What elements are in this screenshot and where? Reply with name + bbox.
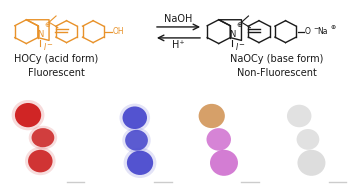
Ellipse shape bbox=[210, 150, 238, 176]
Text: ⊕: ⊕ bbox=[330, 25, 335, 30]
Text: NaOH: NaOH bbox=[164, 14, 193, 24]
Text: −: − bbox=[313, 25, 319, 30]
Text: Non-Fluorescent: Non-Fluorescent bbox=[237, 68, 316, 78]
Text: N: N bbox=[37, 30, 43, 39]
Ellipse shape bbox=[297, 129, 319, 150]
Text: −: − bbox=[46, 42, 52, 48]
Text: HOCy structure: HOCy structure bbox=[6, 43, 17, 44]
Ellipse shape bbox=[28, 150, 52, 172]
Text: I: I bbox=[236, 43, 238, 52]
Ellipse shape bbox=[287, 105, 311, 127]
Text: ⊕: ⊕ bbox=[237, 22, 243, 28]
Ellipse shape bbox=[125, 130, 148, 151]
Ellipse shape bbox=[25, 147, 56, 175]
Text: Fluorescent: Fluorescent bbox=[27, 68, 85, 78]
Text: HOCy (acid form): HOCy (acid form) bbox=[14, 54, 98, 64]
Ellipse shape bbox=[297, 150, 326, 176]
Ellipse shape bbox=[120, 104, 150, 132]
Text: OH: OH bbox=[113, 27, 125, 36]
Text: H⁺: H⁺ bbox=[172, 40, 185, 50]
Ellipse shape bbox=[29, 126, 57, 150]
Text: N: N bbox=[229, 30, 236, 39]
Ellipse shape bbox=[198, 104, 225, 128]
Ellipse shape bbox=[15, 103, 41, 127]
Text: −: − bbox=[238, 42, 245, 48]
Text: Na: Na bbox=[317, 27, 328, 36]
Ellipse shape bbox=[31, 128, 54, 147]
Ellipse shape bbox=[124, 148, 156, 178]
Text: NaOCy (base form): NaOCy (base form) bbox=[230, 54, 323, 64]
Text: ⊕: ⊕ bbox=[44, 22, 50, 28]
Ellipse shape bbox=[206, 128, 231, 151]
Ellipse shape bbox=[122, 106, 147, 129]
Text: I: I bbox=[44, 43, 46, 52]
Text: O: O bbox=[305, 27, 311, 36]
Ellipse shape bbox=[127, 151, 153, 175]
Ellipse shape bbox=[122, 127, 151, 153]
Ellipse shape bbox=[12, 100, 45, 130]
